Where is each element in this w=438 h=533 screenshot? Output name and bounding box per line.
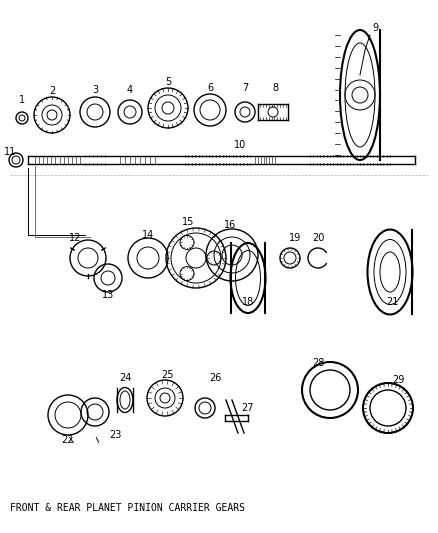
Text: 29: 29 [392,375,404,385]
Text: 7: 7 [242,83,248,93]
Text: 3: 3 [92,85,98,95]
Text: 2: 2 [49,86,55,96]
Text: 26: 26 [209,373,221,383]
Text: 9: 9 [372,23,378,33]
Text: 11: 11 [4,147,16,157]
Text: 21: 21 [386,297,398,307]
Text: 20: 20 [312,233,324,243]
Text: 23: 23 [109,430,121,440]
Text: 13: 13 [102,290,114,300]
Text: 22: 22 [62,435,74,445]
Text: 1: 1 [19,95,25,105]
Text: 5: 5 [165,77,171,87]
Text: 12: 12 [69,233,81,243]
Text: 15: 15 [182,217,194,227]
Text: 8: 8 [272,83,278,93]
Text: 27: 27 [242,403,254,413]
Text: 10: 10 [234,140,246,150]
Text: 18: 18 [242,297,254,307]
Text: 24: 24 [119,373,131,383]
Text: 6: 6 [207,83,213,93]
Text: 19: 19 [289,233,301,243]
Text: 25: 25 [162,370,174,380]
Text: 4: 4 [127,85,133,95]
Text: 16: 16 [224,220,236,230]
Text: FRONT & REAR PLANET PINION CARRIER GEARS: FRONT & REAR PLANET PINION CARRIER GEARS [10,503,245,513]
Text: 14: 14 [142,230,154,240]
Text: 28: 28 [312,358,324,368]
